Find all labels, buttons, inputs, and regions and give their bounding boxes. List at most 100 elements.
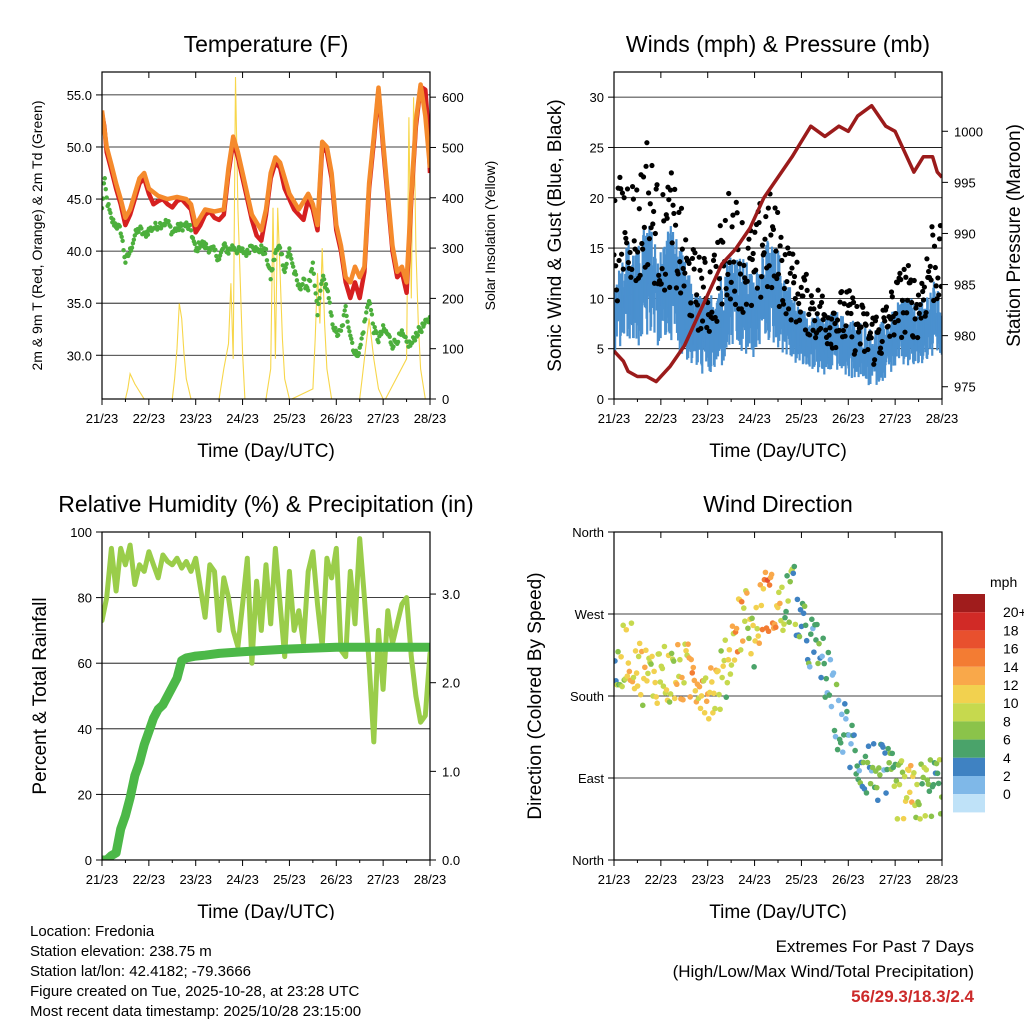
direction-point [792,621,799,628]
direction-point [811,649,817,655]
direction-point [938,794,942,800]
direction-point [757,582,764,588]
pressure-series [614,103,942,384]
gust-point [841,301,847,307]
gust-point [936,236,942,242]
gust-point [635,249,641,255]
dewpoint-point [426,319,430,325]
direction-point [818,674,824,681]
gust-point [846,288,852,294]
gust-point [766,263,772,269]
x-tick-label: 22/23 [645,872,678,887]
direction-point [696,683,703,690]
dewpoint-point [335,332,341,338]
gust-point [750,250,756,257]
x-tick-label: 25/23 [273,411,306,426]
gust-point [745,245,751,251]
dewpoint-point [395,339,401,345]
gust-point [707,269,713,275]
gust-point [829,316,835,322]
direction-point [656,651,663,657]
gust-point [706,328,712,334]
gust-point [791,273,798,280]
gust-point [614,263,619,269]
direction-point [630,674,637,681]
direction-point [782,614,788,621]
legend-label: 12 [1003,677,1019,693]
gust-point [781,285,787,292]
y-tick-label: 15 [590,241,604,256]
direction-point [671,695,678,702]
direction-point [710,710,716,716]
gust-point [806,311,812,317]
x-axis-label: Time (Day/UTC) [709,902,847,920]
direction-point [625,660,632,666]
dewpoint-point [298,287,303,292]
gust-point [679,246,685,252]
gust-point [772,205,778,211]
gust-point [702,259,708,265]
gust-point [764,283,771,290]
gust-point [698,325,704,332]
gust-point [775,209,781,216]
direction-point [688,656,695,663]
dewpoint-point [368,307,374,313]
gust-point [749,256,755,263]
gust-point [724,292,730,298]
direction-point [756,640,763,647]
gust-point [842,333,848,339]
direction-point [903,794,910,801]
x-tick-label: 22/23 [133,411,166,426]
panel-humidity: Relative Humidity (%) & Precipitation (i… [30,491,474,920]
dewpoint-point [106,201,111,207]
gust-point [629,266,635,272]
y-tick-label: 35.0 [67,296,92,311]
direction-point [740,605,747,611]
direction-point [698,693,705,699]
gust-point [722,217,728,224]
dewpoint-point [403,334,408,340]
gust-point [860,304,866,310]
gust-point [658,281,664,287]
dewpoint-point [111,217,116,222]
direction-point [660,683,667,690]
direction-point [723,694,730,700]
direction-point [785,598,791,604]
direction-point [928,813,935,820]
direction-point [692,688,699,694]
x-tick-label: 24/23 [738,872,771,887]
dewpoint-point [283,265,288,270]
direction-point [907,762,914,769]
gust-point [929,224,935,230]
plot-data [614,103,942,386]
gust-point [854,303,860,310]
y2-tick-label: 100 [442,342,464,357]
gust-point [876,327,882,333]
dewpoint-series [102,176,430,359]
dewpoint-point [344,313,349,319]
legend-swatch [953,776,985,795]
dewpoint-point [349,336,354,341]
gust-point [759,242,766,248]
dewpoint-point [117,224,123,229]
gust-point [897,270,903,276]
dewpoint-point [102,196,106,201]
gust-point [795,291,801,297]
direction-point [854,763,860,769]
dewpoint-point [121,247,126,253]
gust-point [743,301,750,307]
dewpoint-point [187,222,193,228]
gust-point [694,292,700,298]
gust-point [646,236,653,242]
gust-point [759,274,765,280]
y2-tick-label: 300 [442,241,464,256]
direction-point [635,653,642,660]
direction-point [880,744,886,750]
gust-point [917,302,923,308]
gust-point [643,163,649,169]
gust-point [621,195,627,201]
y2-tick-label: 975 [954,380,976,395]
direction-point [777,600,783,607]
dewpoint-point [342,308,347,313]
x-axis-label: Time (Day/UTC) [197,902,335,920]
